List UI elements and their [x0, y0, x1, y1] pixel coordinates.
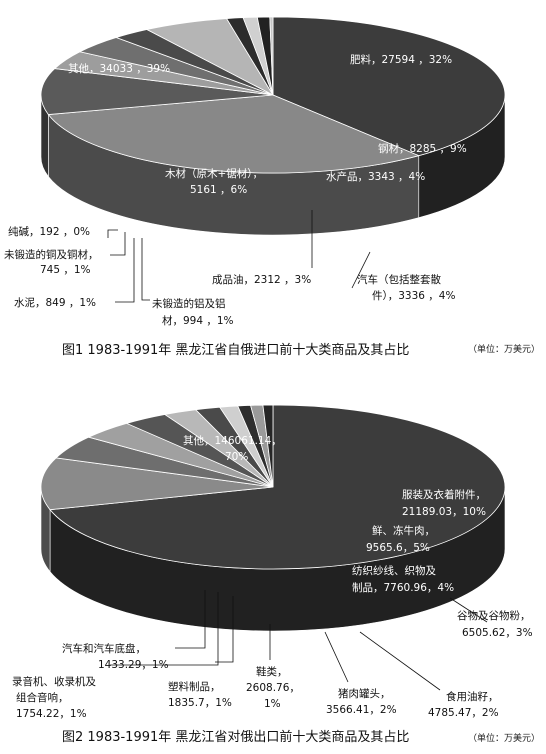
label-refined-oil: 成品油，2312 ，3%: [212, 273, 311, 286]
label-oilseed-line2: 4785.47，2%: [428, 707, 499, 719]
label-radio-line3: 1754.22，1%: [16, 708, 87, 720]
label-cement: 水泥，849 ，1%: [14, 296, 96, 309]
label-car-line1: 汽车（包括整套散: [357, 273, 441, 286]
label-plastic-line2: 1835.7，1%: [168, 697, 232, 709]
pie-slice: [262, 404, 274, 488]
pie-slice: [40, 457, 274, 511]
label-steel: 钢材，8285 ，9%: [378, 142, 467, 155]
pie-slice: [40, 68, 274, 115]
pie-side-walls: [40, 94, 506, 236]
label-pork-line2: 3566.41，2%: [326, 704, 397, 716]
pie-slice: [47, 94, 420, 174]
leader-lines-2: [110, 590, 488, 691]
label-textile-line2: 制品，7760.96，4%: [352, 581, 454, 594]
label-oilseed-line1: 食用油籽，: [446, 690, 499, 703]
label-shoes-line1: 鞋类，: [256, 665, 288, 678]
pie-chart-import: [40, 16, 506, 236]
label-grain-line2: 6505.62，3%: [462, 627, 533, 639]
label-copper-line1: 未锻造的铜及铜材，: [4, 248, 99, 261]
label-fertilizer: 肥料，27594 ，32%: [350, 53, 452, 66]
pie-slice: [49, 404, 506, 570]
label-radio-line2: 组合音响，: [16, 691, 69, 704]
label-plastic-line1: 塑料制品，: [168, 680, 221, 693]
label-shoes-line2: 2608.76，: [246, 682, 300, 694]
label-shoes-line3: 1%: [264, 698, 281, 710]
leader-lines-1: [107, 210, 371, 303]
label-car-line2: 件），3336 ，4%: [372, 290, 455, 302]
label-beef-line2: 9565.6，5%: [366, 542, 430, 554]
label-auto-line2: 1433.29，1%: [98, 659, 169, 671]
label-beef-line1: 鲜、冻牛肉，: [372, 524, 435, 537]
label-aluminum-line1: 未锻造的铝及铝: [152, 297, 226, 310]
label-grain-line1: 谷物及谷物粉，: [457, 609, 531, 622]
label-radio-line1: 录音机、收录机及: [12, 675, 96, 688]
label-textile-line1: 纺织纱线、织物及: [352, 564, 436, 577]
pie-chart-export: [40, 404, 506, 632]
figure1-unit: （单位：万美元）: [468, 343, 540, 355]
label-other-export-line2: 70%: [225, 451, 248, 463]
label-copper-line2: 745 ，1%: [40, 264, 91, 276]
label-auto-line1: 汽车和汽车底盘，: [62, 642, 146, 655]
label-aquatic: 水产品，3343 ，4%: [326, 170, 425, 183]
label-wood-line2: 5161 ，6%: [190, 184, 247, 196]
label-clothing-line2: 21189.03，10%: [402, 506, 486, 518]
label-clothing-line1: 服装及衣着附件，: [402, 488, 486, 501]
label-other-export-line1: 其他，146061.14，: [183, 434, 282, 447]
figure2-caption: 图2 1983-1991年 黑龙江省对俄出口前十大类商品及其占比: [62, 729, 409, 745]
label-wood-line1: 木材（原木+锯材），: [165, 167, 263, 180]
figure1-caption: 图1 1983-1991年 黑龙江省自俄进口前十大类商品及其占比: [62, 342, 409, 358]
pie-slice: [272, 16, 506, 157]
label-soda: 纯碱，192 ，0%: [8, 225, 90, 238]
label-aluminum-line2: 材，994 ，1%: [162, 314, 234, 327]
figure2-unit: （单位：万美元）: [468, 732, 540, 744]
label-other-import: 其他，34033 ，39%: [68, 62, 170, 75]
pie-slice: [269, 16, 274, 96]
label-pork-line1: 猪肉罐头，: [338, 687, 391, 700]
